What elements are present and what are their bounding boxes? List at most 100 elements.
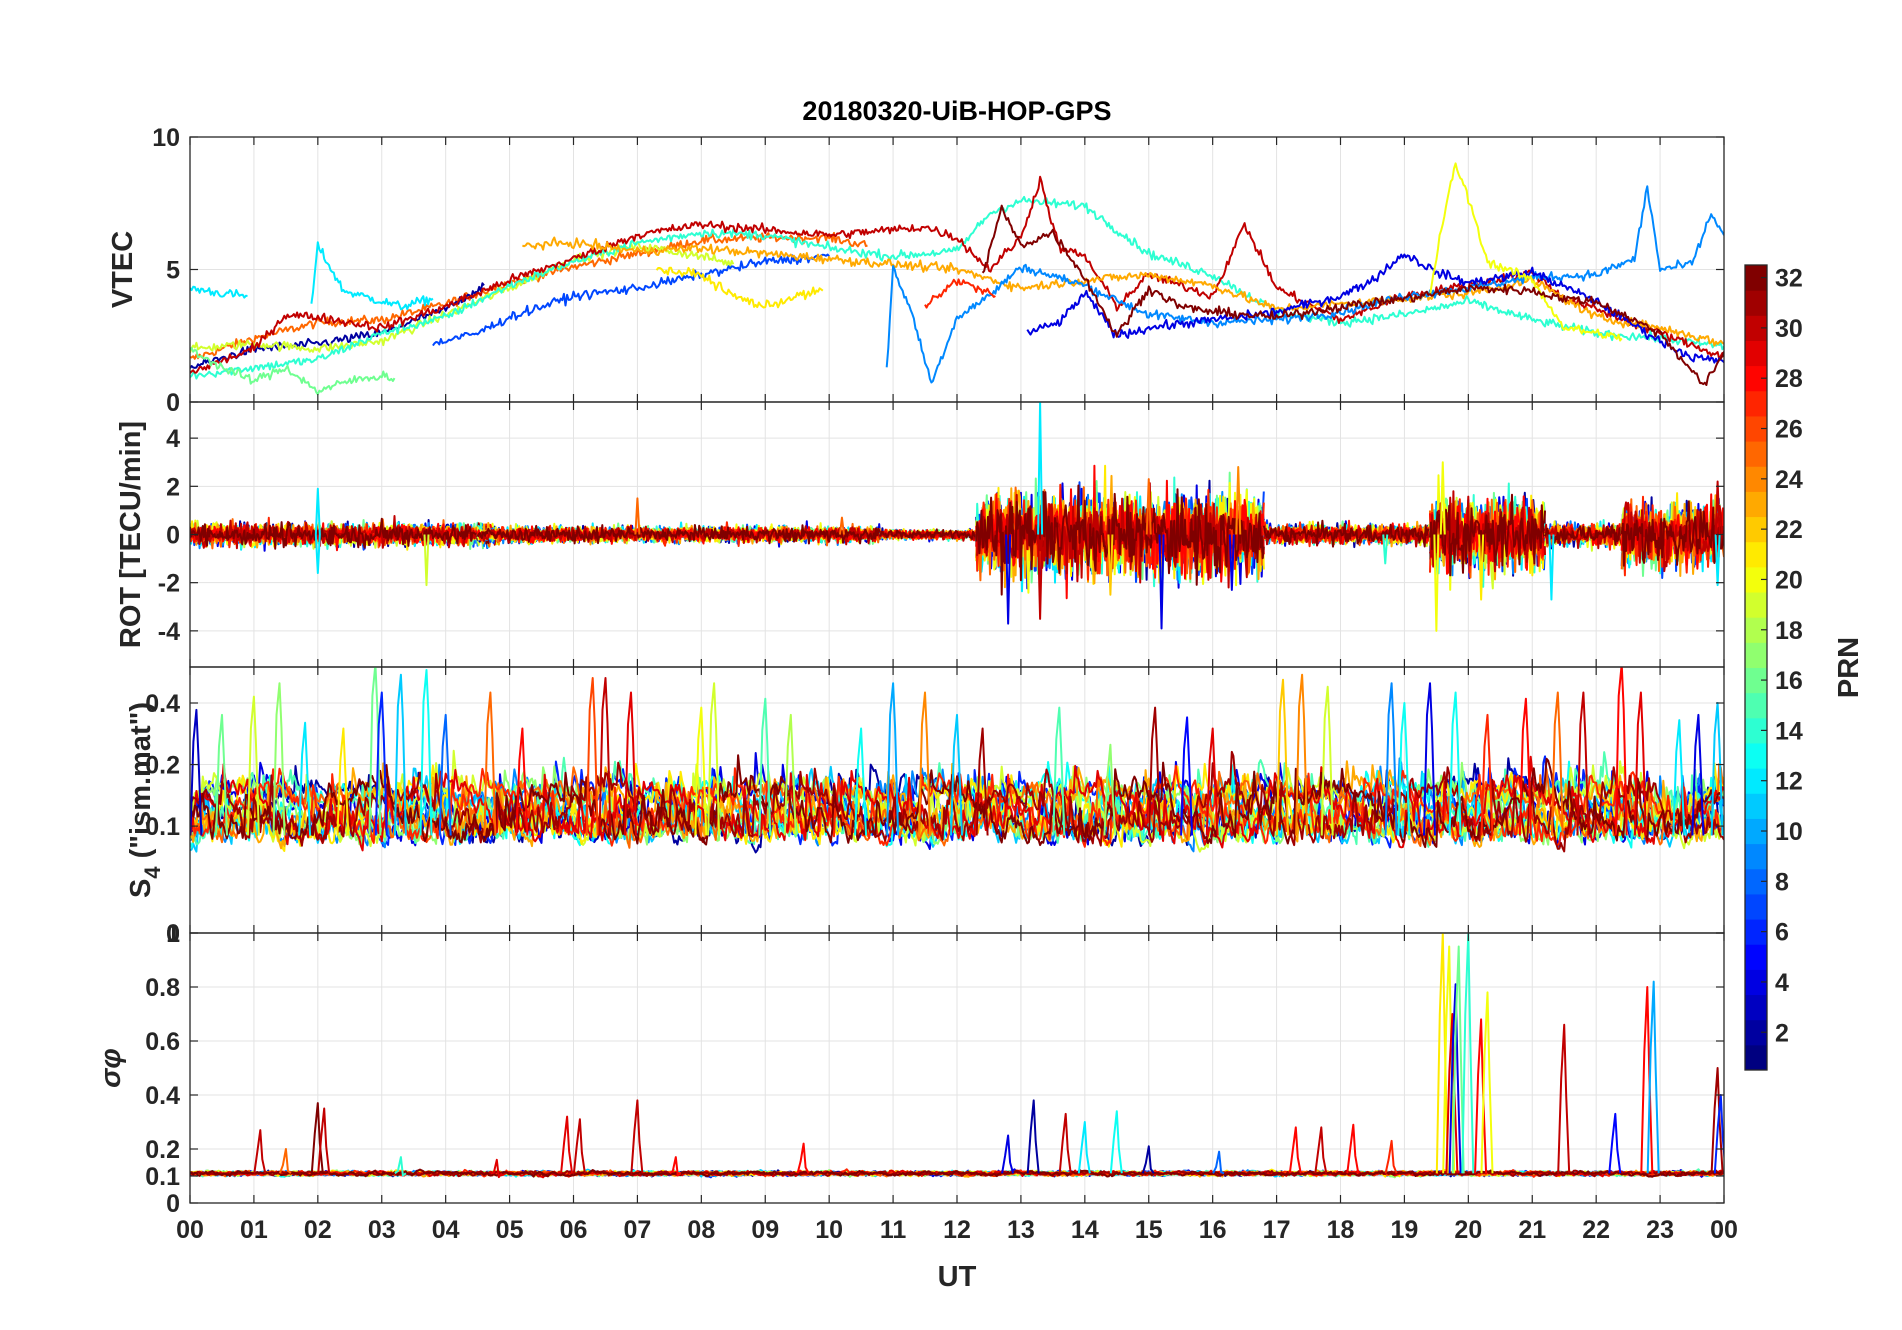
x-tick-label: 06 <box>560 1216 588 1244</box>
colorbar-segment <box>1745 491 1767 518</box>
x-tick-label: 01 <box>240 1216 268 1244</box>
rot-ylabel: ROT [TECU/min] <box>115 421 147 648</box>
sigma_phi-spike <box>1141 1145 1155 1174</box>
x-tick-label: 14 <box>1071 1216 1099 1244</box>
colorbar-tick-label: 22 <box>1775 516 1803 544</box>
x-tick-label: 15 <box>1135 1216 1163 1244</box>
x-tick-label: 17 <box>1263 1216 1291 1244</box>
colorbar-tick-label: 4 <box>1775 969 1789 997</box>
x-tick-label: 04 <box>432 1216 460 1244</box>
y-tick-label: 0.6 <box>145 1028 180 1056</box>
y-tick-label: 0 <box>166 920 180 948</box>
s4-spike <box>438 713 452 836</box>
x-tick-label: 11 <box>880 1216 907 1244</box>
rot-spike <box>1478 534 1485 601</box>
s4-traces <box>190 667 1724 854</box>
x-tick-label: 02 <box>304 1216 332 1244</box>
y-tick-label: 0 <box>166 522 180 550</box>
vtec-trace-prn-20 <box>1429 162 1623 342</box>
colorbar-segment <box>1745 541 1767 568</box>
x-tick-label: 03 <box>368 1216 396 1244</box>
sigma_phi-spike <box>1461 933 1475 1174</box>
sigma_phi-spike <box>1026 1099 1040 1174</box>
s4-spike <box>585 677 599 836</box>
rot-spike <box>1037 402 1044 535</box>
vtec-trace-prn-9 <box>885 185 1724 384</box>
s4-spike <box>419 669 433 836</box>
y-tick-label: 0.8 <box>145 974 180 1002</box>
colorbar-segment <box>1745 893 1767 920</box>
colorbar-tick-label: 24 <box>1775 466 1803 494</box>
s4-spike <box>1691 713 1705 836</box>
rot-spike <box>1037 534 1044 620</box>
colorbar-tick-label: 32 <box>1775 265 1803 293</box>
rot-trace-prn-32 <box>1620 500 1724 567</box>
x-tick-label: 16 <box>1199 1216 1227 1244</box>
s4-spike <box>918 691 931 836</box>
s4-spike <box>1614 667 1628 836</box>
rot-spike <box>314 487 321 535</box>
s4-spike <box>515 727 529 836</box>
colorbar-segment <box>1745 642 1767 668</box>
y-tick-label: 0.4 <box>145 1082 180 1110</box>
x-tick-label: 18 <box>1327 1216 1355 1244</box>
colorbar-frame <box>1744 264 1768 1071</box>
vtec-traces <box>190 162 1724 396</box>
x-tick-label: 23 <box>1646 1216 1674 1244</box>
colorbar-segment <box>1745 415 1767 442</box>
rot-spike <box>1714 534 1721 587</box>
s4-spike <box>336 727 350 836</box>
s4-spike <box>1320 685 1334 836</box>
y-tick-label: 5 <box>166 257 180 285</box>
colorbar-label: PRN <box>1833 637 1865 698</box>
sigma_phi-spike <box>796 1142 810 1174</box>
rot-spike <box>1005 534 1012 625</box>
sigma_phi-spike <box>1480 991 1494 1174</box>
sigma_phi-spike <box>1288 1126 1302 1174</box>
colorbar-segment <box>1745 793 1767 819</box>
colorbar-segment <box>1745 390 1767 417</box>
s4-spike <box>393 673 407 836</box>
x-tick-label: 09 <box>751 1216 779 1244</box>
colorbar-segment <box>1745 1019 1767 1046</box>
s4-spike <box>1550 691 1564 836</box>
sigma_phi-grid <box>189 932 1725 1204</box>
vtec-trace-prn-32 <box>981 204 1724 386</box>
sigma_phi-spike <box>1109 1110 1123 1174</box>
s4-spike <box>215 713 228 836</box>
s4-spike <box>1423 682 1436 836</box>
colorbar-segment <box>1745 944 1767 970</box>
s4-spike <box>1397 702 1411 836</box>
sigma_phi-spike <box>1640 986 1654 1174</box>
colorbar-segment <box>1745 466 1767 492</box>
rot-trace-prn-32 <box>190 517 498 550</box>
s4-spike <box>758 697 772 836</box>
rot-trace-prn-32 <box>1544 524 1623 546</box>
vtec-trace-prn-27 <box>924 278 996 309</box>
s4-spike <box>598 677 612 836</box>
colorbar-segment <box>1745 667 1767 694</box>
x-tick-label: 21 <box>1518 1216 1546 1244</box>
vtec-trace-prn-12 <box>310 241 434 311</box>
s4-spike <box>1480 713 1494 836</box>
rot-spike <box>1228 534 1235 591</box>
vtec-trace-prn-7 <box>432 253 830 347</box>
sigma_phi-spike <box>1384 1139 1398 1174</box>
vtec-ylabel: VTEC <box>107 231 139 308</box>
colorbar-tick-label: 18 <box>1775 617 1803 645</box>
sigma_phi-spike <box>1077 1121 1091 1174</box>
s4-spike <box>975 727 989 836</box>
y-tick-label: 0.1 <box>145 813 180 841</box>
panel-rot: -4 -2 0 2 4 ROT [TECU/min] <box>115 401 1725 668</box>
s4-spike <box>886 682 900 836</box>
s4-spike <box>190 708 203 836</box>
y-tick-label: 2 <box>166 473 180 501</box>
colorbar-segment <box>1745 692 1767 719</box>
s4-spike <box>707 682 721 836</box>
rot-spike <box>1714 480 1721 535</box>
colorbar-segment <box>1745 441 1767 467</box>
colorbar-segment <box>1745 265 1767 291</box>
colorbar-tick-label: 2 <box>1775 1019 1789 1047</box>
